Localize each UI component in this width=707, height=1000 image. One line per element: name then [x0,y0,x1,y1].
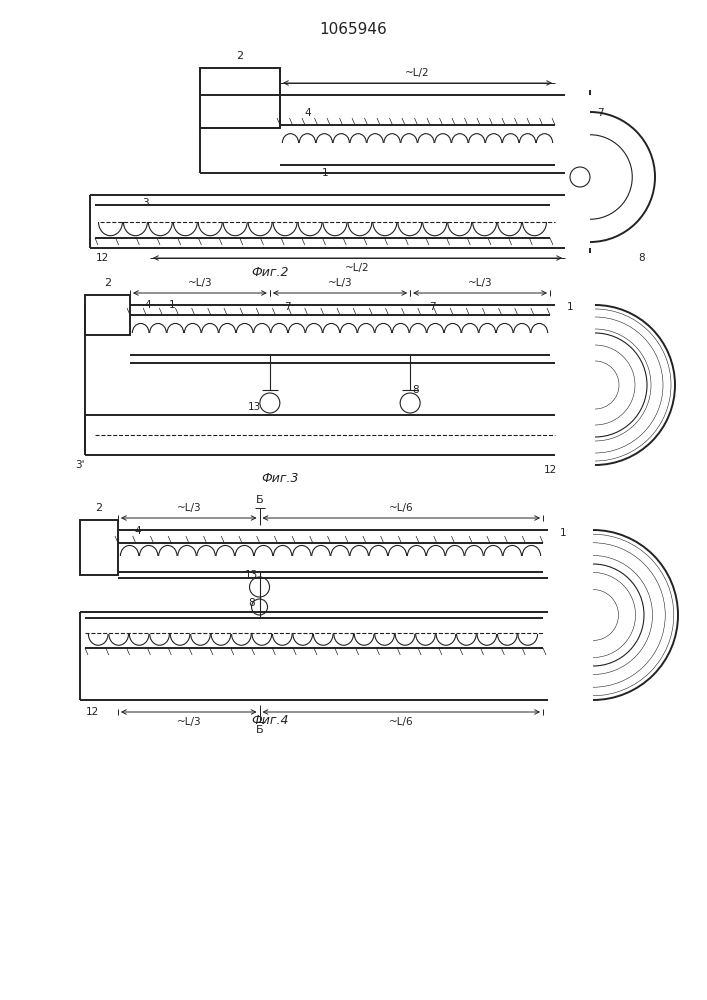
Text: Фиг.3: Фиг.3 [262,472,299,485]
Text: ~L/3: ~L/3 [187,278,212,288]
Text: 8: 8 [412,385,419,395]
Text: 12: 12 [95,253,109,263]
Text: ~L/3: ~L/3 [177,717,201,727]
Text: 2: 2 [104,278,111,288]
Text: 13: 13 [248,402,262,412]
Text: 7: 7 [597,108,603,118]
Text: ~L/3: ~L/3 [468,278,492,288]
Text: 13: 13 [245,570,258,580]
Text: ~L/6: ~L/6 [389,503,414,513]
Text: 1: 1 [169,300,175,310]
Text: ~L/6: ~L/6 [389,717,414,727]
Text: 8: 8 [638,253,645,263]
Text: 3: 3 [141,198,148,208]
Text: 8: 8 [248,598,255,608]
Text: 2: 2 [236,51,244,61]
Text: 1: 1 [560,528,566,538]
Text: Фиг.4: Фиг.4 [251,714,288,726]
Text: 2: 2 [95,503,103,513]
Text: 1: 1 [322,168,328,178]
Text: 1065946: 1065946 [319,22,387,37]
Text: ~L/2: ~L/2 [405,68,430,78]
Text: 7: 7 [284,302,291,312]
Text: ~L/3: ~L/3 [177,503,201,513]
Text: 7: 7 [429,302,436,312]
Text: 4: 4 [135,526,141,536]
Bar [80,520,118,575]
Text: 4: 4 [305,108,311,118]
Bar [85,295,130,335]
Text: Б: Б [256,725,263,735]
Text: 1: 1 [567,302,573,312]
Text: 12: 12 [86,707,98,717]
Text: 4: 4 [145,300,151,310]
Text: 12: 12 [544,465,556,475]
Text: ~L/2: ~L/2 [345,263,370,273]
Text: 3': 3' [75,460,85,470]
Text: ~L/3: ~L/3 [327,278,352,288]
Text: Фиг.2: Фиг.2 [251,266,288,279]
Bar [200,68,280,128]
Text: Б: Б [256,495,263,505]
